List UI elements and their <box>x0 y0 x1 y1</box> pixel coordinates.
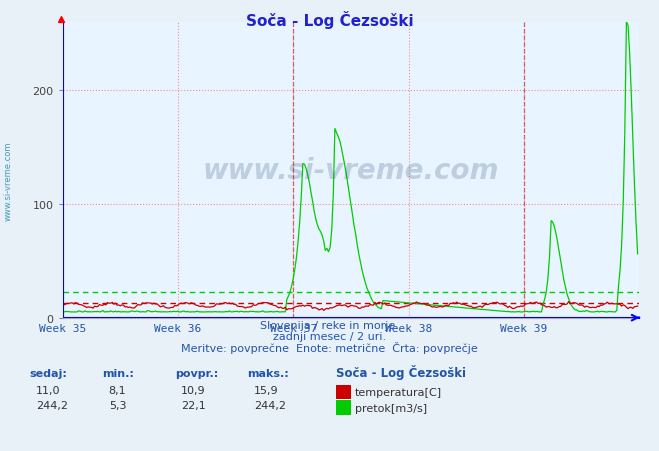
Text: Soča - Log Čezsoški: Soča - Log Čezsoški <box>246 11 413 29</box>
Text: maks.:: maks.: <box>247 368 289 378</box>
Text: www.si-vreme.com: www.si-vreme.com <box>3 141 13 220</box>
Text: pretok[m3/s]: pretok[m3/s] <box>355 403 426 413</box>
Text: 22,1: 22,1 <box>181 400 206 410</box>
Text: 10,9: 10,9 <box>181 385 206 395</box>
Text: temperatura[C]: temperatura[C] <box>355 387 442 397</box>
Text: www.si-vreme.com: www.si-vreme.com <box>203 156 499 184</box>
Text: 15,9: 15,9 <box>254 385 278 395</box>
Text: povpr.:: povpr.: <box>175 368 218 378</box>
Text: 5,3: 5,3 <box>109 400 127 410</box>
Text: Meritve: povprečne  Enote: metrične  Črta: povprečje: Meritve: povprečne Enote: metrične Črta:… <box>181 341 478 353</box>
Text: 8,1: 8,1 <box>109 385 127 395</box>
Text: 244,2: 244,2 <box>36 400 69 410</box>
Text: zadnji mesec / 2 uri.: zadnji mesec / 2 uri. <box>273 331 386 341</box>
Text: 11,0: 11,0 <box>36 385 61 395</box>
Text: Slovenija / reke in morje.: Slovenija / reke in morje. <box>260 320 399 330</box>
Text: min.:: min.: <box>102 368 134 378</box>
Text: 244,2: 244,2 <box>254 400 286 410</box>
Text: sedaj:: sedaj: <box>30 368 67 378</box>
Text: Soča - Log Čezsoški: Soča - Log Čezsoški <box>336 364 466 380</box>
